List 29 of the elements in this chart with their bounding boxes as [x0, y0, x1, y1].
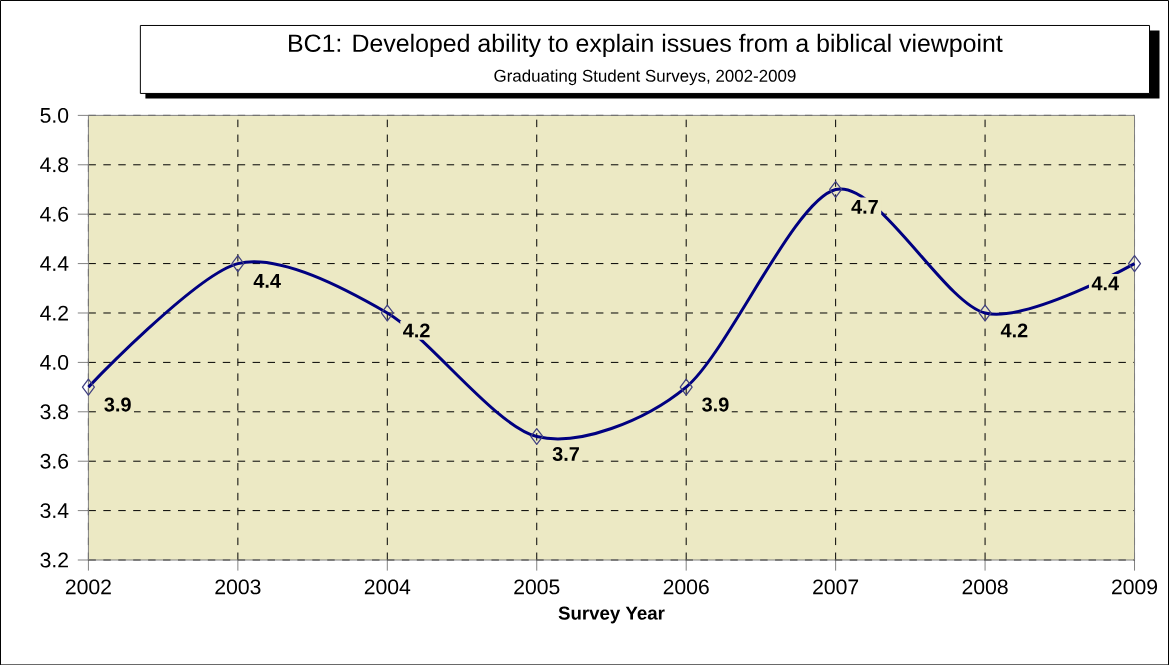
data-label: 3.7 [552, 446, 579, 461]
y-tick-label: 4.8 [40, 157, 69, 173]
y-tick-label: 3.6 [40, 453, 69, 469]
x-tick-label: 2006 [663, 579, 709, 595]
x-axis-title: Survey Year [558, 606, 665, 624]
y-tick-label: 3.4 [40, 502, 69, 518]
data-label: 3.9 [104, 397, 131, 412]
x-tick-label: 2003 [215, 579, 261, 595]
data-label: 4.4 [253, 273, 281, 288]
x-tick-label: 2005 [514, 579, 560, 595]
data-label: 3.9 [702, 397, 729, 412]
data-label: 4.7 [851, 199, 878, 214]
data-label: 4.2 [1000, 323, 1028, 338]
x-tick-label: 2002 [65, 579, 111, 595]
x-tick-label: 2009 [1112, 579, 1158, 595]
y-tick-label: 3.2 [40, 552, 68, 568]
y-tick-label: 4.4 [40, 256, 69, 271]
y-tick-label: 5.0 [40, 107, 69, 123]
x-tick-label: 2004 [364, 579, 411, 595]
y-tick-label: 4.2 [40, 305, 68, 321]
chart-title: BC1: Developed ability to explain issues from a biblical viewpoint [289, 33, 1003, 57]
chart-subtitle: Graduating Student Surveys, 2002-2009 [494, 69, 796, 85]
y-tick-label: 3.8 [40, 404, 69, 420]
data-label: 4.2 [403, 323, 430, 338]
data-label: 4.4 [1091, 276, 1119, 291]
x-tick-label: 2008 [962, 579, 1008, 595]
y-tick-label: 4.6 [40, 206, 69, 222]
y-tick-label: 4.0 [40, 354, 69, 370]
x-tick-label: 2007 [813, 579, 859, 595]
